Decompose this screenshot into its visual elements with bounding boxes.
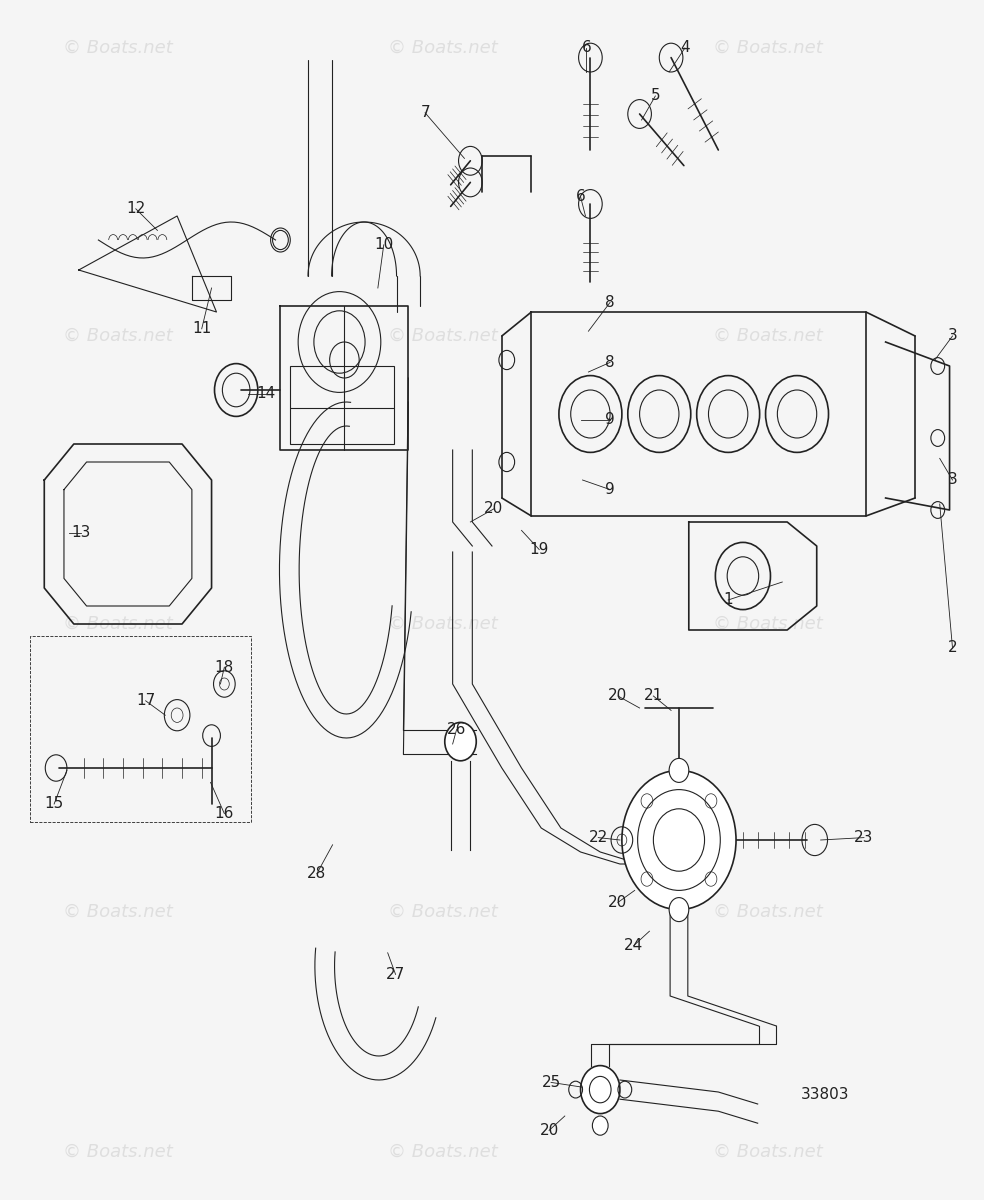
- Text: 20: 20: [608, 689, 628, 703]
- Text: 5: 5: [650, 89, 660, 103]
- Text: 20: 20: [539, 1123, 559, 1138]
- Text: © Boats.net: © Boats.net: [388, 902, 498, 922]
- Text: © Boats.net: © Boats.net: [712, 326, 823, 346]
- Text: 3: 3: [948, 473, 957, 487]
- Text: © Boats.net: © Boats.net: [388, 614, 498, 634]
- Circle shape: [445, 722, 476, 761]
- Text: 22: 22: [588, 830, 608, 845]
- Text: 19: 19: [529, 542, 549, 557]
- Text: 14: 14: [256, 386, 276, 401]
- Text: © Boats.net: © Boats.net: [63, 1142, 173, 1162]
- Text: 6: 6: [582, 41, 591, 55]
- Text: 9: 9: [605, 482, 615, 497]
- Text: 13: 13: [71, 526, 91, 540]
- Text: © Boats.net: © Boats.net: [712, 1142, 823, 1162]
- Text: 15: 15: [44, 797, 64, 811]
- Text: 28: 28: [307, 866, 327, 881]
- Text: 21: 21: [644, 689, 663, 703]
- Text: 26: 26: [447, 722, 466, 737]
- Text: 17: 17: [136, 694, 155, 708]
- Text: © Boats.net: © Boats.net: [63, 902, 173, 922]
- Text: 4: 4: [680, 41, 690, 55]
- Text: 12: 12: [126, 202, 146, 216]
- Text: © Boats.net: © Boats.net: [63, 38, 173, 56]
- Text: 20: 20: [608, 895, 628, 910]
- Text: 20: 20: [484, 502, 504, 516]
- Text: © Boats.net: © Boats.net: [712, 38, 823, 56]
- Text: 27: 27: [386, 967, 405, 982]
- Bar: [30, 636, 251, 822]
- Text: 8: 8: [605, 355, 615, 370]
- Text: 25: 25: [541, 1075, 561, 1090]
- Text: 1: 1: [723, 593, 733, 607]
- Text: 33803: 33803: [800, 1087, 849, 1102]
- Circle shape: [581, 1066, 620, 1114]
- Text: 23: 23: [854, 830, 874, 845]
- Text: © Boats.net: © Boats.net: [388, 38, 498, 56]
- Text: 8: 8: [605, 295, 615, 310]
- Text: 7: 7: [420, 106, 430, 120]
- Text: © Boats.net: © Boats.net: [712, 614, 823, 634]
- Text: 18: 18: [215, 660, 234, 674]
- Text: © Boats.net: © Boats.net: [388, 326, 498, 346]
- Text: © Boats.net: © Boats.net: [63, 614, 173, 634]
- Text: 3: 3: [948, 329, 957, 343]
- Text: 24: 24: [624, 938, 644, 953]
- Text: 6: 6: [576, 190, 585, 204]
- Circle shape: [669, 758, 689, 782]
- Text: © Boats.net: © Boats.net: [712, 902, 823, 922]
- Text: 2: 2: [948, 641, 957, 655]
- Text: © Boats.net: © Boats.net: [63, 326, 173, 346]
- Text: 9: 9: [605, 413, 615, 427]
- Circle shape: [592, 1116, 608, 1135]
- Bar: [290, 366, 394, 444]
- Text: © Boats.net: © Boats.net: [388, 1142, 498, 1162]
- Circle shape: [669, 898, 689, 922]
- Text: 10: 10: [374, 238, 394, 252]
- Text: 11: 11: [192, 322, 212, 336]
- Text: 16: 16: [215, 806, 234, 821]
- Circle shape: [622, 770, 736, 910]
